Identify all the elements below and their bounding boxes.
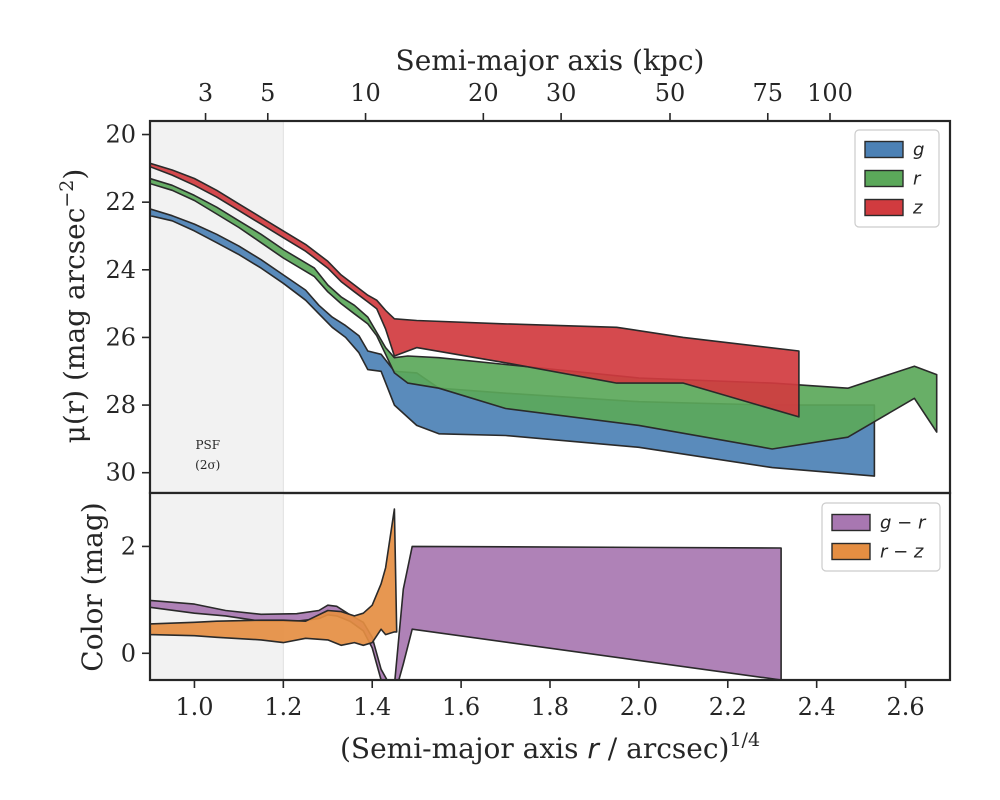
top-tick-label: 20 [468, 79, 499, 107]
top-tick-label: 30 [546, 79, 577, 107]
top-tick-label: 75 [753, 79, 784, 107]
x-tick-label: 1.2 [264, 693, 302, 721]
xlabel-rest: / arcsec) [599, 732, 730, 765]
ylabel-exponent: −2 [56, 180, 78, 208]
legend-swatch [864, 169, 904, 188]
surface-brightness-axis-title: μ(r) (mag arcsec−2) [56, 169, 91, 444]
legend-swatch [831, 542, 871, 561]
legend-label: g − r [880, 513, 927, 534]
y-tick-label: 28 [105, 391, 136, 419]
top-tick-label: 5 [260, 79, 275, 107]
x-tick-label: 1.6 [442, 693, 480, 721]
psf-label: PSF [195, 438, 220, 452]
xlabel-variable: r [587, 732, 600, 765]
ylabel-main: μ(r) (mag arcsec [58, 208, 91, 444]
legend-swatch [864, 198, 904, 217]
bottom-axis-title: (Semi-major axis r / arcsec)1/4 [340, 729, 760, 765]
legend-label: r [913, 169, 922, 190]
legend-label: g [913, 140, 924, 161]
psf-region [149, 120, 284, 494]
top-tick-label: 10 [350, 79, 381, 107]
top-tick-label: 50 [655, 79, 686, 107]
x-tick-label: 2.2 [709, 693, 747, 721]
y-tick-label: 20 [105, 121, 136, 149]
x-tick-label: 1.4 [353, 693, 391, 721]
legend-label: r − z [880, 542, 924, 563]
x-tick-label: 2.0 [620, 693, 658, 721]
top-tick-label: 3 [198, 79, 213, 107]
color-panel: 0 2 1.0 1.2 1.4 1.6 1.8 2.0 2.2 2.4 2.6 g − r r − … [121, 491, 952, 721]
color-y-tick-label: 2 [121, 532, 136, 560]
legend-swatch [864, 140, 904, 159]
band-rz [150, 508, 398, 647]
legend-swatch [831, 513, 871, 532]
y-tick-label: 30 [105, 459, 136, 487]
psf-region-color [149, 492, 284, 681]
ylabel-close: ) [58, 169, 91, 180]
y-tick-label: 24 [105, 256, 136, 284]
top-tick-label: 100 [807, 79, 853, 107]
x-tick-label: 2.4 [798, 693, 836, 721]
color-y-tick-label: 0 [121, 639, 136, 667]
y-tick-label: 26 [105, 323, 136, 351]
xlabel-main: (Semi-major axis [340, 732, 587, 765]
x-tick-label: 2.6 [886, 693, 924, 721]
legend-label: z [912, 198, 923, 219]
band-r [150, 177, 938, 450]
x-tick-label: 1.0 [175, 693, 213, 721]
xlabel-exponent: 1/4 [729, 729, 760, 751]
surface-brightness-panel: 20 22 24 26 28 30 3 5 10 20 30 50 75 100 grz PSF (2σ… [105, 79, 952, 495]
x-tick-label: 1.8 [531, 693, 569, 721]
top-axis-title: Semi-major axis (kpc) [396, 44, 705, 77]
y-tick-label: 22 [105, 188, 136, 216]
band-z [150, 162, 800, 418]
psf-sigma-label: (2σ) [195, 458, 220, 472]
color-axis-title: Color (mag) [76, 502, 109, 671]
